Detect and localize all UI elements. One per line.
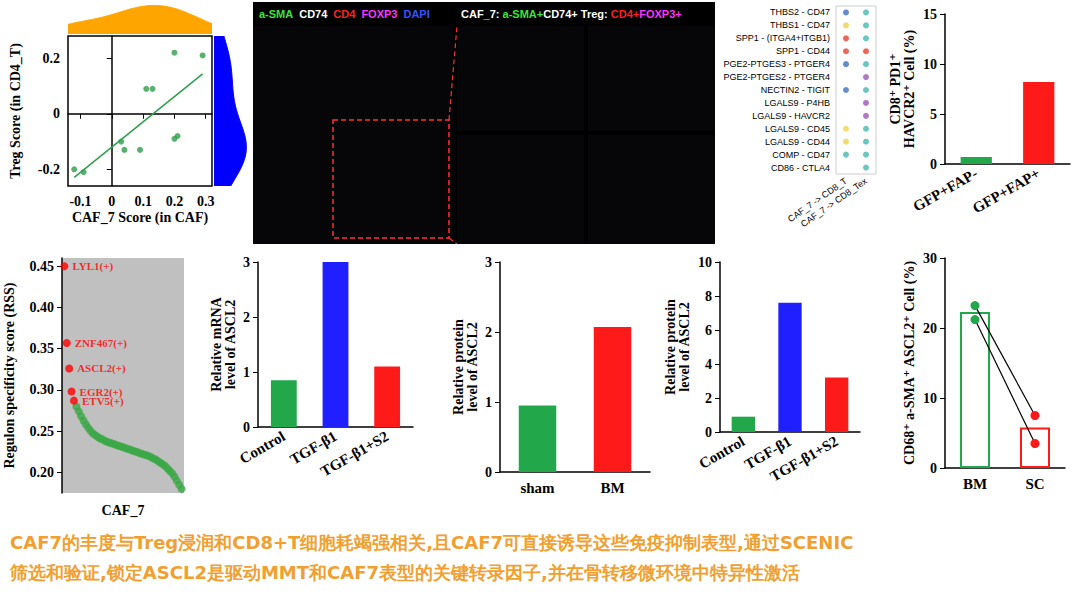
svg-text:0.30: 0.30	[30, 382, 55, 397]
svg-text:sham: sham	[520, 480, 555, 496]
svg-text:2: 2	[243, 310, 250, 325]
svg-text:level of ASCL2: level of ASCL2	[465, 322, 480, 411]
svg-text:10: 10	[923, 391, 937, 406]
svg-text:0: 0	[705, 425, 712, 440]
svg-text:ZNF467(+): ZNF467(+)	[75, 337, 127, 350]
svg-text:20: 20	[923, 321, 937, 336]
svg-text:0: 0	[53, 106, 60, 121]
svg-text:2: 2	[705, 391, 712, 406]
svg-text:THBS1 - CD47: THBS1 - CD47	[770, 20, 830, 30]
svg-text:-0.2: -0.2	[38, 162, 60, 177]
svg-text:THBS2 - CD47: THBS2 - CD47	[770, 7, 830, 17]
svg-text:5: 5	[930, 107, 937, 122]
svg-text:EGR2(+): EGR2(+)	[79, 385, 123, 398]
svg-text:SPP1 - CD44: SPP1 - CD44	[776, 46, 830, 56]
svg-text:0.40: 0.40	[30, 300, 55, 315]
svg-text:Control: Control	[237, 428, 288, 467]
svg-text:CAF_7 -> CD8_Tex: CAF_7 -> CD8_Tex	[799, 176, 869, 229]
svg-text:Regulon specificity score (RSS: Regulon specificity score (RSS)	[2, 282, 18, 468]
svg-text:level of ASCL2: level of ASCL2	[223, 300, 238, 389]
svg-text:0.2: 0.2	[43, 51, 61, 66]
svg-text:CAF_7: CAF_7	[102, 503, 145, 518]
svg-text:6: 6	[705, 323, 712, 338]
svg-text:LGALS9 - P4HB: LGALS9 - P4HB	[764, 98, 830, 108]
svg-text:COMP - CD47: COMP - CD47	[772, 150, 830, 160]
svg-text:Relative protein: Relative protein	[451, 319, 466, 415]
svg-text:0.35: 0.35	[30, 341, 55, 356]
svg-text:3: 3	[243, 255, 250, 270]
svg-text:CD8⁺ PD1⁺: CD8⁺ PD1⁺	[888, 53, 903, 124]
svg-text:level of ASCL2: level of ASCL2	[677, 302, 692, 391]
svg-text:GFP+FAP-: GFP+FAP-	[910, 165, 980, 215]
svg-text:Treg Score (in CD4_T): Treg Score (in CD4_T)	[8, 43, 24, 179]
svg-text:-0.1: -0.1	[69, 194, 91, 209]
svg-text:0.45: 0.45	[30, 259, 55, 274]
svg-text:SC: SC	[1025, 476, 1044, 492]
svg-text:8: 8	[705, 289, 712, 304]
svg-text:Control: Control	[696, 433, 747, 472]
svg-text:TGF-β1: TGF-β1	[287, 428, 340, 468]
svg-text:0.1: 0.1	[134, 194, 152, 209]
svg-text:TGF-β1+S2: TGF-β1+S2	[318, 428, 391, 480]
svg-text:CAF_7: a-SMA+CD74+ Treg: CD4+F: CAF_7: a-SMA+CD74+ Treg: CD4+FOXP3+	[461, 8, 682, 20]
svg-text:TGF-β1+S2: TGF-β1+S2	[767, 433, 840, 485]
html-text:CAF7的丰度与Treg浸润和CD8+T细胞耗竭强相关,且C: CAF7的丰度与Treg浸润和CD8+T细胞耗竭强相关,且CAF7可直接诱导这些…	[10, 532, 854, 553]
svg-text:CD86 - CTLA4: CD86 - CTLA4	[771, 163, 830, 173]
svg-text:1: 1	[485, 395, 492, 410]
svg-text:0: 0	[243, 420, 250, 435]
svg-text:2: 2	[485, 325, 492, 340]
html-text:筛选和验证,锁定ASCL2是驱动MMT和CAF7表型的关键转: 筛选和验证,锁定ASCL2是驱动MMT和CAF7表型的关键转录因子,并在骨转移微…	[10, 562, 800, 583]
svg-text:LGALS9 - CD44: LGALS9 - CD44	[765, 137, 830, 147]
svg-text:4: 4	[705, 357, 712, 372]
svg-text:0.2: 0.2	[166, 194, 184, 209]
svg-text:0.20: 0.20	[30, 465, 55, 480]
svg-text:SPP1 - (ITGA4+ITGB1): SPP1 - (ITGA4+ITGB1)	[736, 33, 830, 43]
svg-text:0: 0	[485, 465, 492, 480]
svg-text:0: 0	[108, 194, 115, 209]
svg-text:LGALS9 - HAVCR2: LGALS9 - HAVCR2	[752, 111, 830, 121]
svg-text:BM: BM	[963, 476, 987, 492]
svg-text:30: 30	[923, 251, 937, 266]
svg-text:Relative protein: Relative protein	[663, 299, 678, 395]
svg-text:1: 1	[243, 365, 250, 380]
svg-text:0: 0	[930, 157, 937, 172]
svg-text:0.3: 0.3	[197, 194, 215, 209]
svg-text:0.25: 0.25	[30, 424, 55, 439]
svg-text:CAF_7 Score (in CAF): CAF_7 Score (in CAF)	[72, 210, 209, 226]
svg-text:Relative mRNA: Relative mRNA	[209, 296, 224, 391]
svg-text:GFP+FAP+: GFP+FAP+	[970, 165, 1043, 216]
svg-text:LGALS9 - CD45: LGALS9 - CD45	[765, 124, 830, 134]
svg-text:NECTIN2 - TIGIT: NECTIN2 - TIGIT	[761, 85, 831, 95]
svg-text:BM: BM	[600, 480, 624, 496]
svg-text:HAVCR2⁺ Cell (%): HAVCR2⁺ Cell (%)	[902, 29, 918, 148]
svg-text:ASCL2(+): ASCL2(+)	[77, 362, 126, 375]
svg-text:ETV5(+): ETV5(+)	[82, 395, 124, 408]
svg-text:PGE2-PTGES3 - PTGER4: PGE2-PTGES3 - PTGER4	[723, 59, 830, 69]
svg-text:0: 0	[930, 461, 937, 476]
svg-text:CD68⁺ a-SMA⁺ ASCL2⁺ Cell (%): CD68⁺ a-SMA⁺ ASCL2⁺ Cell (%)	[902, 261, 918, 466]
svg-text:a-SMACD74CD4FOXP3DAPI: a-SMACD74CD4FOXP3DAPI	[259, 8, 430, 20]
svg-text:LYL1(+): LYL1(+)	[72, 260, 113, 273]
svg-text:15: 15	[923, 7, 937, 22]
svg-text:10: 10	[923, 57, 937, 72]
svg-text:10: 10	[698, 255, 712, 270]
svg-text:3: 3	[485, 255, 492, 270]
svg-text:PGE2-PTGES2 - PTGER4: PGE2-PTGES2 - PTGER4	[723, 72, 830, 82]
